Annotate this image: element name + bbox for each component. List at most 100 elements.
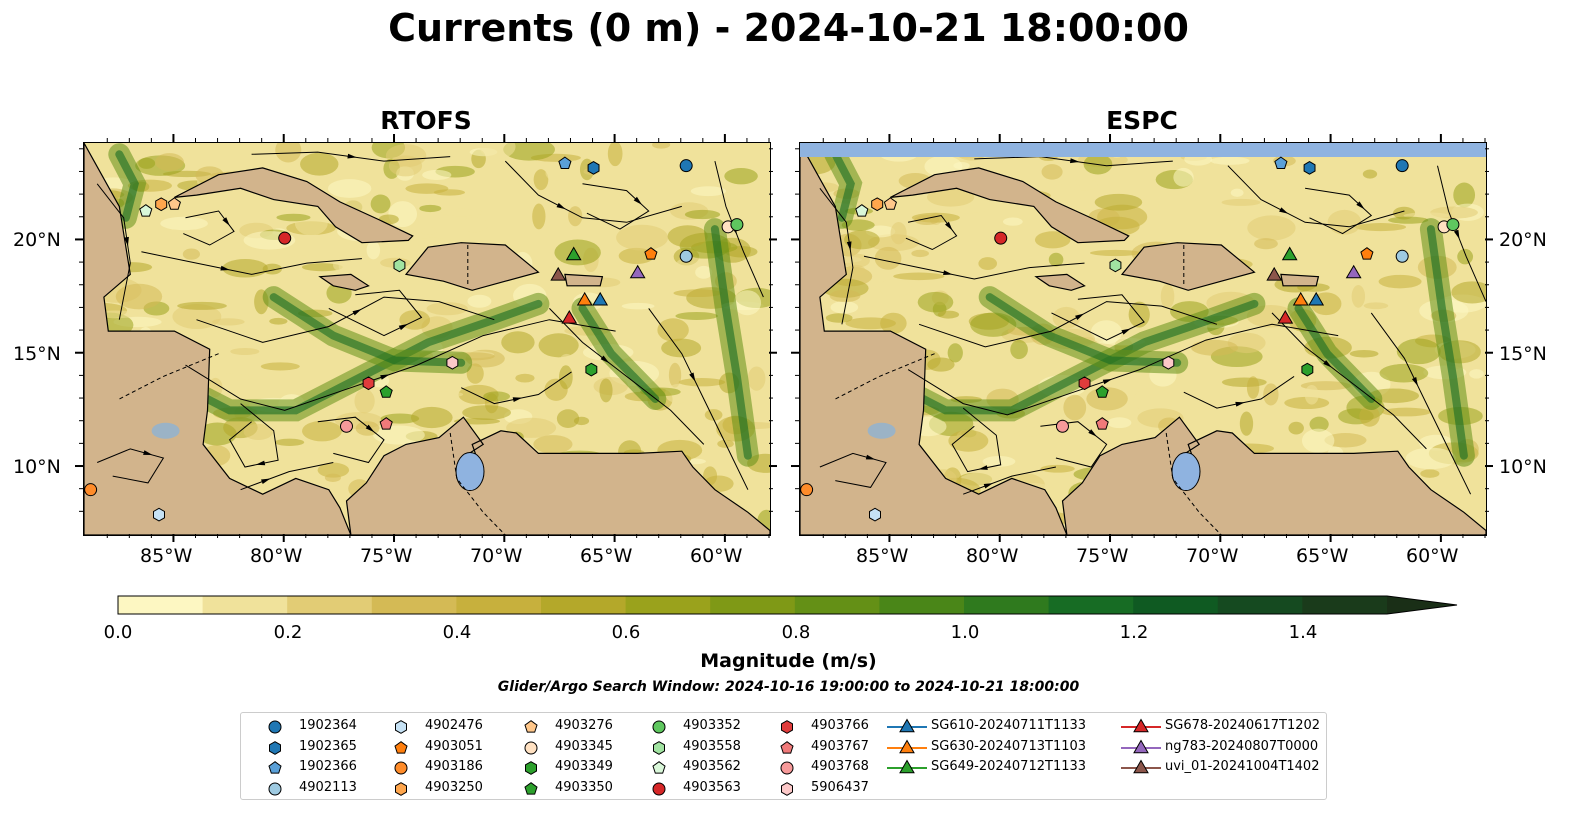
- speed-patch: [395, 377, 427, 387]
- speed-patch: [1107, 417, 1132, 429]
- speed-patch: [172, 304, 222, 330]
- colorbar: [117, 595, 1458, 615]
- speed-patch: [426, 302, 468, 316]
- hexagon-icon: [653, 740, 665, 755]
- speed-patch: [1469, 369, 1484, 379]
- speed-patch: [1355, 223, 1407, 232]
- legend-label: 1902365: [299, 738, 357, 754]
- map-panel-rtofs: [83, 142, 771, 536]
- marker-1902365: [587, 161, 600, 175]
- speed-patch: [661, 338, 702, 358]
- speed-patch: [874, 246, 902, 270]
- speed-patch: [274, 438, 305, 446]
- marker-4903349: [1301, 362, 1314, 377]
- legend-marker: [268, 761, 282, 774]
- streamline-arrow: [1088, 429, 1097, 437]
- speed-patch: [724, 167, 758, 185]
- legend-label: 4903563: [683, 779, 741, 795]
- streamline: [1227, 165, 1405, 228]
- speed-patch: [829, 289, 861, 303]
- land-hispaniola: [404, 242, 540, 291]
- rtofs-lat-label-20n: 20°N: [13, 229, 61, 251]
- speed-patch: [667, 225, 708, 248]
- speed-patch: [366, 240, 381, 260]
- legend-marker: [899, 718, 915, 733]
- speed-patch: [177, 301, 227, 310]
- search-window-text: Glider/Argo Search Window: 2024-10-16 19…: [497, 679, 1080, 695]
- circle-icon: [268, 720, 282, 734]
- streamline-arrow: [1075, 313, 1085, 320]
- speed-patch: [276, 213, 311, 222]
- marker-1902365: [1303, 161, 1316, 175]
- legend-marker: [394, 740, 408, 754]
- marker-4903558: [393, 258, 406, 273]
- circle-icon: [652, 720, 666, 734]
- border-honduras-nicaragua: [119, 353, 219, 400]
- legend-label: SG610-20240711T1133: [931, 718, 1087, 733]
- speed-patch: [559, 365, 573, 390]
- speed-patch: [1405, 447, 1456, 470]
- colorbar-tick-4: 0.8: [781, 622, 811, 643]
- legend-marker: [899, 759, 915, 774]
- pentagon-icon: [780, 740, 794, 754]
- hexagon-icon: [395, 781, 407, 796]
- speed-patch: [1381, 407, 1431, 417]
- espc-lat-label-20n: 20°N: [1499, 229, 1547, 251]
- speed-patch: [1284, 396, 1330, 410]
- legend-label: 4903186: [425, 759, 483, 774]
- streamline-arrow: [846, 241, 852, 251]
- marker-4903250: [871, 197, 884, 212]
- streamline: [648, 308, 749, 490]
- speed-patch: [668, 362, 682, 388]
- marker-4903276: [883, 197, 897, 210]
- speed-patch: [1440, 461, 1486, 480]
- marker-1902364: [1395, 159, 1409, 173]
- colorbar-segment: [118, 596, 204, 614]
- speed-patch: [115, 283, 163, 310]
- speed-patch: [657, 318, 689, 342]
- land-south-america: [1061, 416, 1486, 535]
- speed-patch: [462, 405, 511, 421]
- speed-patch: [1263, 383, 1279, 406]
- speed-patch: [1247, 215, 1296, 241]
- speed-patch: [1309, 416, 1329, 432]
- colorbar-segment: [1133, 596, 1219, 614]
- observation-markers: [800, 156, 1460, 522]
- speed-patch: [616, 224, 669, 251]
- colorbar-tick-0: 0.0: [103, 622, 133, 643]
- speed-patch: [1327, 209, 1362, 235]
- panel-title-rtofs: RTOFS: [380, 106, 472, 135]
- land-puerto-rico: [564, 273, 604, 287]
- speed-patch: [327, 179, 372, 198]
- jet-core-inner: [578, 304, 660, 403]
- marker-SG678-20240617T1202: [1277, 310, 1294, 324]
- streamline-arrow: [143, 450, 153, 455]
- streamline-arrow: [945, 221, 953, 231]
- speed-patch: [354, 388, 375, 414]
- speed-patch: [370, 194, 391, 214]
- espc-lat-label-10n: 10°N: [1499, 456, 1547, 478]
- land-puerto-rico: [1280, 273, 1320, 287]
- no-data-band: [800, 143, 1486, 157]
- jet-core-inner: [985, 293, 1182, 367]
- speed-patch: [1254, 238, 1278, 250]
- streamline-arrow: [1070, 158, 1080, 164]
- streamline: [1271, 312, 1427, 450]
- hexagon-icon: [525, 761, 537, 775]
- speed-patch: [747, 366, 766, 391]
- speed-patch: [410, 406, 453, 429]
- speed-patch: [927, 187, 975, 207]
- speed-patch: [324, 473, 341, 482]
- land-cuba: [174, 167, 414, 244]
- border-honduras-nicaragua: [835, 353, 935, 400]
- speed-patch: [533, 169, 549, 191]
- speed-patch: [138, 157, 156, 169]
- streamline: [549, 308, 705, 445]
- colorbar-segment: [287, 596, 373, 614]
- streamline-arrow: [1411, 377, 1418, 387]
- speed-patch: [879, 278, 912, 297]
- legend-marker: [780, 740, 794, 754]
- speed-patch: [433, 189, 466, 196]
- legend-label: 4903350: [555, 779, 613, 795]
- legend-label: 4903766: [811, 718, 869, 733]
